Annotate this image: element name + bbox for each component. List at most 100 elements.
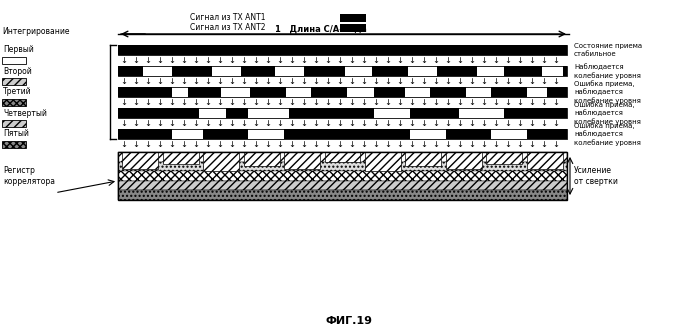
Text: ↓: ↓: [528, 56, 535, 65]
Bar: [118, 181, 567, 190]
Text: ↓: ↓: [361, 119, 368, 128]
Text: ↓: ↓: [264, 119, 271, 128]
Text: ↓: ↓: [540, 56, 547, 65]
Text: ↓: ↓: [408, 56, 415, 65]
Text: ↓: ↓: [324, 98, 331, 107]
Text: ↓: ↓: [312, 119, 319, 128]
Bar: [118, 129, 172, 139]
Text: ↓: ↓: [505, 56, 512, 65]
Text: ↓: ↓: [373, 119, 380, 128]
Bar: [284, 129, 410, 139]
Bar: [304, 66, 345, 76]
Text: ↓: ↓: [480, 98, 487, 107]
Bar: [241, 66, 275, 76]
Text: ↓: ↓: [445, 77, 452, 86]
Text: ↓: ↓: [493, 56, 500, 65]
Text: ↓: ↓: [336, 77, 343, 86]
Text: ↓: ↓: [157, 98, 164, 107]
Text: ↓: ↓: [217, 77, 224, 86]
Text: ↓: ↓: [336, 140, 343, 149]
Text: ↓: ↓: [336, 56, 343, 65]
Text: ↓: ↓: [552, 56, 559, 65]
Bar: [487, 152, 522, 164]
Text: ↓: ↓: [552, 140, 559, 149]
Text: ↓: ↓: [349, 119, 356, 128]
Text: ↓: ↓: [433, 98, 440, 107]
Text: ↓: ↓: [180, 77, 187, 86]
Text: ↓: ↓: [373, 98, 380, 107]
Text: Усиление
от свертки: Усиление от свертки: [574, 166, 618, 186]
Bar: [372, 66, 408, 76]
Text: ↓: ↓: [468, 98, 475, 107]
Text: ↓: ↓: [180, 98, 187, 107]
Bar: [118, 45, 567, 55]
Text: ↓: ↓: [324, 119, 331, 128]
Bar: [504, 108, 567, 118]
Text: ↓: ↓: [264, 77, 271, 86]
Bar: [118, 45, 567, 55]
Text: ↓: ↓: [336, 98, 343, 107]
Text: ↓: ↓: [468, 140, 475, 149]
Text: ↓: ↓: [445, 140, 452, 149]
Text: ↓: ↓: [252, 56, 259, 65]
Text: ↓: ↓: [192, 140, 199, 149]
Text: ↓: ↓: [480, 77, 487, 86]
Bar: [118, 152, 567, 200]
Text: ↓: ↓: [421, 56, 428, 65]
Bar: [2, 57, 26, 64]
Bar: [430, 87, 466, 97]
Text: Пятый: Пятый: [3, 130, 29, 139]
Text: Третий: Третий: [3, 88, 31, 97]
Text: ↓: ↓: [421, 140, 428, 149]
Text: ↓: ↓: [456, 56, 463, 65]
Bar: [340, 14, 366, 22]
Bar: [118, 87, 172, 97]
Text: ↓: ↓: [349, 56, 356, 65]
Text: ↓: ↓: [120, 119, 127, 128]
Bar: [526, 152, 563, 169]
Text: ↓: ↓: [384, 77, 391, 86]
Text: ↓: ↓: [229, 119, 236, 128]
Bar: [2, 141, 26, 148]
Text: ↓: ↓: [192, 56, 199, 65]
Bar: [563, 66, 567, 76]
Text: ↓: ↓: [468, 77, 475, 86]
Text: ↓: ↓: [145, 98, 152, 107]
Text: ↓: ↓: [168, 77, 175, 86]
Text: ↓: ↓: [217, 119, 224, 128]
Text: ↓: ↓: [289, 77, 296, 86]
Text: ↓: ↓: [312, 77, 319, 86]
Text: ↓: ↓: [517, 98, 524, 107]
Text: ↓: ↓: [240, 119, 247, 128]
Text: ↓: ↓: [180, 56, 187, 65]
Text: ↓: ↓: [252, 77, 259, 86]
Bar: [244, 152, 280, 166]
Text: ↓: ↓: [289, 119, 296, 128]
Bar: [118, 108, 567, 118]
Text: Сигнал из TX ANT1: Сигнал из TX ANT1: [190, 14, 266, 23]
Text: ↓: ↓: [120, 140, 127, 149]
Text: ↓: ↓: [349, 77, 356, 86]
Text: ↓: ↓: [289, 56, 296, 65]
Bar: [324, 152, 361, 162]
Text: ↓: ↓: [349, 98, 356, 107]
Bar: [187, 87, 222, 97]
Bar: [2, 99, 26, 106]
Text: ↓: ↓: [421, 98, 428, 107]
Text: ↓: ↓: [396, 77, 403, 86]
Text: ↓: ↓: [145, 56, 152, 65]
Text: ↓: ↓: [157, 119, 164, 128]
Bar: [340, 24, 366, 32]
Bar: [446, 152, 482, 169]
Text: ↓: ↓: [384, 98, 391, 107]
Text: ↓: ↓: [433, 119, 440, 128]
Text: ↓: ↓: [240, 140, 247, 149]
Text: ↓: ↓: [252, 140, 259, 149]
Text: ↓: ↓: [301, 56, 308, 65]
Text: ↓: ↓: [120, 56, 127, 65]
Text: ↓: ↓: [396, 98, 403, 107]
Text: ↓: ↓: [408, 98, 415, 107]
Text: ↓: ↓: [373, 77, 380, 86]
Text: ↓: ↓: [324, 77, 331, 86]
Text: ↓: ↓: [408, 77, 415, 86]
